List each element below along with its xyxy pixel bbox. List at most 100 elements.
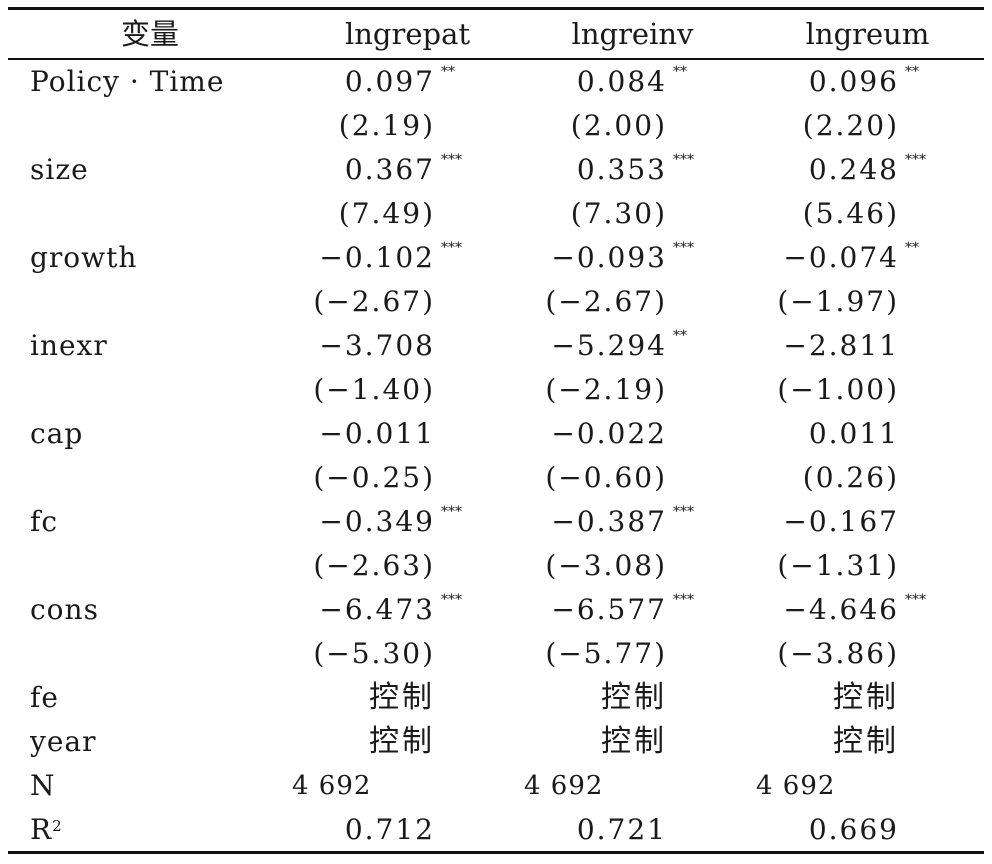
cell-value: (−2.19) [545, 373, 667, 406]
row-label: fc [30, 500, 58, 544]
row-label-text: cons [30, 593, 99, 626]
row-label: growth [30, 236, 137, 280]
cell-value: 0.669 [808, 813, 899, 846]
table-row: inexr −3.708 −5.294 ** −2.811 [0, 324, 992, 368]
cell-value: −5.294 [551, 329, 667, 362]
significance-stars: *** [441, 592, 462, 608]
cell-value: −0.102 [319, 241, 435, 274]
row-label: N [30, 764, 56, 808]
row-label: Policy · Time [30, 60, 224, 104]
row-label: R2 [30, 808, 63, 852]
significance-stars: ** [441, 64, 455, 80]
cell-value: (−2.67) [313, 285, 435, 318]
cell-value: (−5.77) [545, 637, 667, 670]
cell-value: 0.712 [344, 813, 435, 846]
cell-value: −4.646 [783, 593, 899, 626]
cell-value: −6.577 [551, 593, 667, 626]
cell-count: 4 692 [524, 771, 604, 801]
cell-value: −0.011 [319, 417, 435, 450]
cell-value: (−2.63) [313, 549, 435, 582]
cell-value: (−1.40) [313, 373, 435, 406]
significance-stars: ** [905, 240, 919, 256]
table-row: (−2.63) (−3.08) (−1.31) [0, 544, 992, 588]
row-label: size [30, 148, 89, 192]
cell-control: 控制 [369, 724, 435, 759]
cell-control: 控制 [601, 680, 667, 715]
cell-control: 控制 [833, 680, 899, 715]
significance-stars: *** [905, 592, 926, 608]
cell-value: −2.811 [783, 329, 899, 362]
row-label-text: growth [30, 241, 138, 274]
cell-value: −0.022 [551, 417, 667, 450]
significance-stars: *** [673, 152, 694, 168]
significance-stars: *** [441, 240, 462, 256]
cell-value: −0.167 [783, 505, 899, 538]
cell-count: 4 692 [292, 771, 372, 801]
significance-stars: *** [673, 504, 694, 520]
row-label-superscript: 2 [52, 817, 63, 835]
row-label: year [30, 720, 96, 764]
row-label-text: year [30, 725, 97, 758]
table-row: year 控制 控制 控制 [0, 720, 992, 764]
significance-stars: *** [441, 152, 462, 168]
table-row: (2.19) (2.00) (2.20) [0, 104, 992, 148]
cell-value: (−1.31) [777, 549, 899, 582]
row-label-text: fc [30, 505, 59, 538]
cell-value: 0.096 [808, 65, 899, 98]
cell-value: (−3.08) [545, 549, 667, 582]
table-row: (−0.25) (−0.60) (0.26) [0, 456, 992, 500]
table-header-rule [8, 58, 984, 60]
table-row: fc −0.349 *** −0.387 *** −0.167 [0, 500, 992, 544]
cell-value: 0.084 [576, 65, 667, 98]
cell-value: 0.353 [576, 153, 667, 186]
cell-value: (2.00) [570, 109, 667, 142]
table-row: N 4 692 4 692 4 692 [0, 764, 992, 808]
table-top-rule [8, 7, 984, 10]
significance-stars: ** [673, 64, 687, 80]
cell-value: −0.074 [783, 241, 899, 274]
row-label: cap [30, 412, 83, 456]
table-row: (−5.30) (−5.77) (−3.86) [0, 632, 992, 676]
header-lngreinv: lngreinv [571, 17, 694, 51]
row-label-text: N [30, 769, 56, 802]
cell-value: (−0.25) [313, 461, 435, 494]
table-row: cons −6.473 *** −6.577 *** −4.646 *** [0, 588, 992, 632]
row-label: fe [30, 676, 59, 720]
significance-stars: ** [905, 64, 919, 80]
header-variable: 变量 [120, 17, 179, 51]
cell-value: (−5.30) [313, 637, 435, 670]
row-label-text: inexr [30, 329, 108, 362]
cell-control: 控制 [833, 724, 899, 759]
table-row: R2 0.712 0.721 0.669 [0, 808, 992, 852]
cell-value: (−2.67) [545, 285, 667, 318]
cell-control: 控制 [601, 724, 667, 759]
table-row: cap −0.011 −0.022 0.011 [0, 412, 992, 456]
table-row: (−2.67) (−2.67) (−1.97) [0, 280, 992, 324]
table-row: (7.49) (7.30) (5.46) [0, 192, 992, 236]
table-row: fe 控制 控制 控制 [0, 676, 992, 720]
row-label: inexr [30, 324, 108, 368]
cell-value: (5.46) [802, 197, 899, 230]
table-row: (−1.40) (−2.19) (−1.00) [0, 368, 992, 412]
cell-value: 0.248 [808, 153, 899, 186]
table-header: 变量 lngrepat lngreinv lngreum [0, 10, 992, 58]
cell-value: (−1.00) [777, 373, 899, 406]
table-row: size 0.367 *** 0.353 *** 0.248 *** [0, 148, 992, 192]
cell-value: (−1.97) [777, 285, 899, 318]
significance-stars: *** [673, 240, 694, 256]
cell-value: (2.19) [338, 109, 435, 142]
row-label-text: cap [30, 417, 84, 450]
significance-stars: ** [673, 328, 687, 344]
row-label-text: Policy · Time [30, 65, 225, 98]
cell-value: (−3.86) [777, 637, 899, 670]
cell-value: −0.093 [551, 241, 667, 274]
cell-control: 控制 [369, 680, 435, 715]
row-label: cons [30, 588, 99, 632]
cell-value: (−0.60) [545, 461, 667, 494]
significance-stars: *** [441, 504, 462, 520]
row-label-text: R [30, 813, 53, 846]
row-label-text: size [30, 153, 89, 186]
table-bottom-rule [8, 851, 984, 854]
cell-value: −0.387 [551, 505, 667, 538]
table-row: Policy · Time 0.097 ** 0.084 ** 0.096 ** [0, 60, 992, 104]
